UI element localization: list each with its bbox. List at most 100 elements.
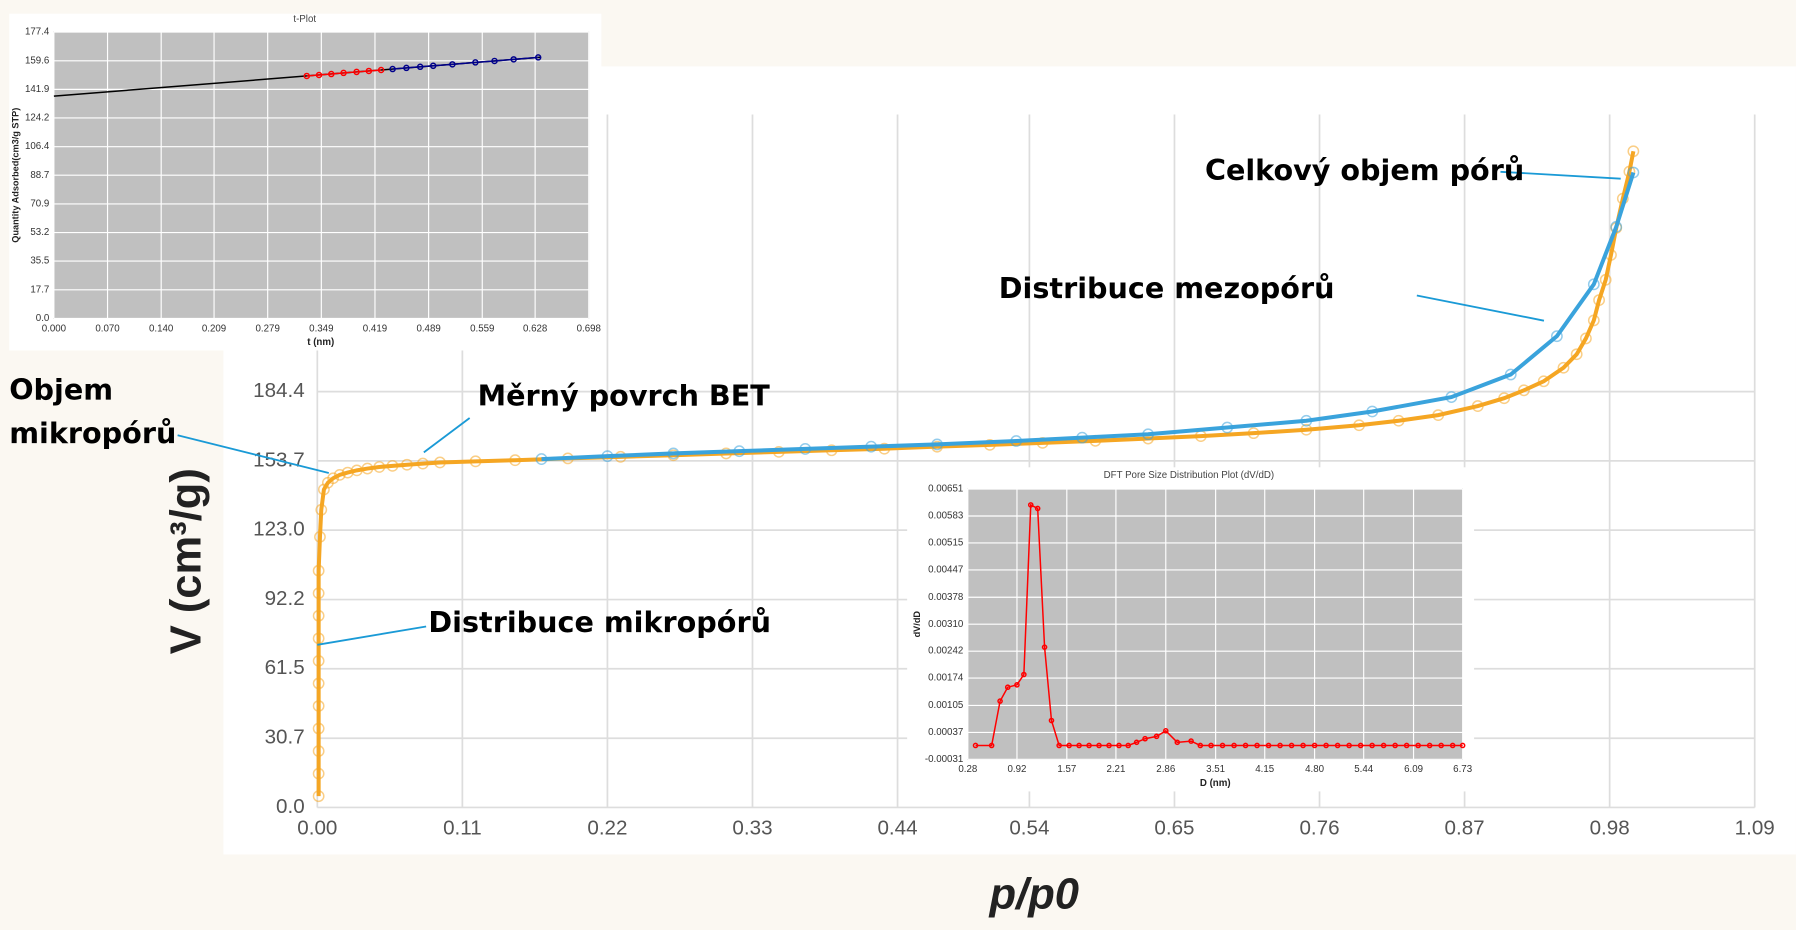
data-point	[509, 454, 522, 467]
data-point	[1056, 742, 1062, 749]
data-point	[1162, 728, 1169, 734]
annotation: mikropórů	[9, 416, 176, 450]
chart-title: t-Plot	[293, 14, 316, 25]
data-point	[1392, 414, 1405, 427]
data-point	[1106, 742, 1112, 749]
y-tick-label: 0.0	[276, 795, 305, 818]
x-tick-label: 0.92	[1007, 764, 1026, 775]
data-point	[318, 483, 330, 496]
data-point	[1300, 414, 1313, 427]
annotation: Měrný povrch BET	[478, 378, 771, 412]
data-point	[314, 530, 326, 543]
series-line	[541, 171, 1636, 462]
x-tick-label: 0.87	[1445, 817, 1485, 840]
data-point	[1197, 742, 1204, 749]
data-point	[353, 68, 360, 76]
x-axis-title: D (nm)	[1200, 778, 1231, 789]
annotation: Distribuce mezopórů	[999, 271, 1335, 305]
data-point	[333, 468, 346, 481]
x-tick-label: 0.349	[309, 323, 333, 334]
data-point	[1208, 742, 1214, 749]
data-point	[1627, 145, 1640, 158]
data-point	[1188, 738, 1194, 744]
x-tick-label: 0.00	[297, 817, 337, 840]
data-point	[315, 71, 323, 79]
data-point	[1153, 733, 1160, 740]
x-tick-label: 1.09	[1735, 817, 1775, 840]
x-tick-label: 0.65	[1154, 817, 1194, 840]
data-point	[1265, 742, 1272, 749]
annotations: Celkový objem pórů Distribuce mezopórů Měr…	[9, 153, 1621, 646]
data-point	[983, 438, 996, 451]
y-axis-title: Quantity Adsorbed(cm3/g STP)	[11, 108, 21, 243]
x-tick-label: 1.57	[1057, 764, 1076, 775]
data-point	[1076, 431, 1089, 444]
data-point	[878, 442, 891, 455]
data-point	[312, 632, 325, 645]
data-point	[328, 70, 335, 78]
data-point	[534, 54, 542, 61]
series-line	[392, 56, 539, 70]
data-point	[1174, 739, 1181, 746]
y-tick-label: 0.00378	[928, 592, 963, 603]
x-tick-label: 0.070	[95, 323, 120, 334]
pointer	[1500, 170, 1621, 180]
data-point	[1445, 391, 1458, 403]
pointer	[1416, 294, 1545, 322]
data-point	[416, 457, 429, 470]
data-point	[1353, 419, 1365, 432]
x-tick-label: 0.11	[443, 817, 482, 840]
pointer	[317, 625, 427, 646]
data-point	[1593, 294, 1605, 307]
annotation: Celkový objem pórů	[1205, 153, 1524, 187]
data-point	[491, 57, 498, 65]
x-tick-label: 0.98	[1590, 817, 1630, 840]
y-tick-label: 0.00583	[928, 511, 963, 522]
y-tick-label: 184.4	[253, 379, 305, 402]
y-tick-label: 0.00242	[928, 646, 963, 657]
y-tick-label: 17.7	[30, 284, 49, 295]
x-tick-label: 6.73	[1453, 764, 1472, 775]
data-point	[1323, 742, 1329, 749]
data-point	[1300, 423, 1313, 436]
y-tick-label: 0.00037	[928, 727, 963, 738]
data-point	[1086, 742, 1092, 749]
data-point	[1557, 361, 1570, 374]
x-tick-label: 0.33	[732, 817, 772, 840]
x-tick-label: 0.279	[256, 323, 280, 334]
data-point	[931, 438, 944, 451]
y-tick-label: 35.5	[30, 256, 49, 267]
x-tick-label: 0.000	[42, 323, 67, 334]
data-point	[1242, 742, 1249, 749]
data-point	[1311, 742, 1318, 749]
data-point	[312, 790, 325, 803]
data-point	[799, 443, 812, 455]
x-tick-label: 0.209	[202, 323, 226, 334]
data-point	[1142, 428, 1154, 441]
x-tick-label: 0.76	[1299, 817, 1339, 840]
data-point	[972, 742, 979, 749]
data-point	[1027, 502, 1034, 508]
y-tick-label: 0.0	[36, 313, 50, 324]
x-tick-label: 3.51	[1206, 764, 1225, 775]
data-point	[1142, 735, 1148, 742]
pointer	[177, 434, 329, 474]
data-point	[416, 63, 424, 71]
data-point	[373, 461, 386, 473]
data-point	[429, 62, 437, 70]
y-tick-label: 61.5	[265, 656, 305, 679]
data-point	[1518, 384, 1530, 397]
data-point	[1438, 742, 1444, 749]
dft-chart: -0.00031 0.00037 0.00105 0.00174 0.00242 0.00…	[912, 470, 1472, 789]
y-tick-label: 88.7	[30, 170, 49, 181]
data-point	[386, 459, 399, 472]
data-point	[1247, 427, 1260, 440]
data-point	[997, 698, 1003, 704]
data-point	[312, 767, 325, 780]
data-point	[361, 462, 374, 475]
data-point	[733, 445, 746, 458]
t-plot-chart: 0.0 17.7 35.5 53.2 70.9 88.7 106.4 124.2 141.9 15…	[11, 14, 601, 348]
data-point	[1066, 742, 1072, 749]
data-point	[1288, 742, 1295, 749]
